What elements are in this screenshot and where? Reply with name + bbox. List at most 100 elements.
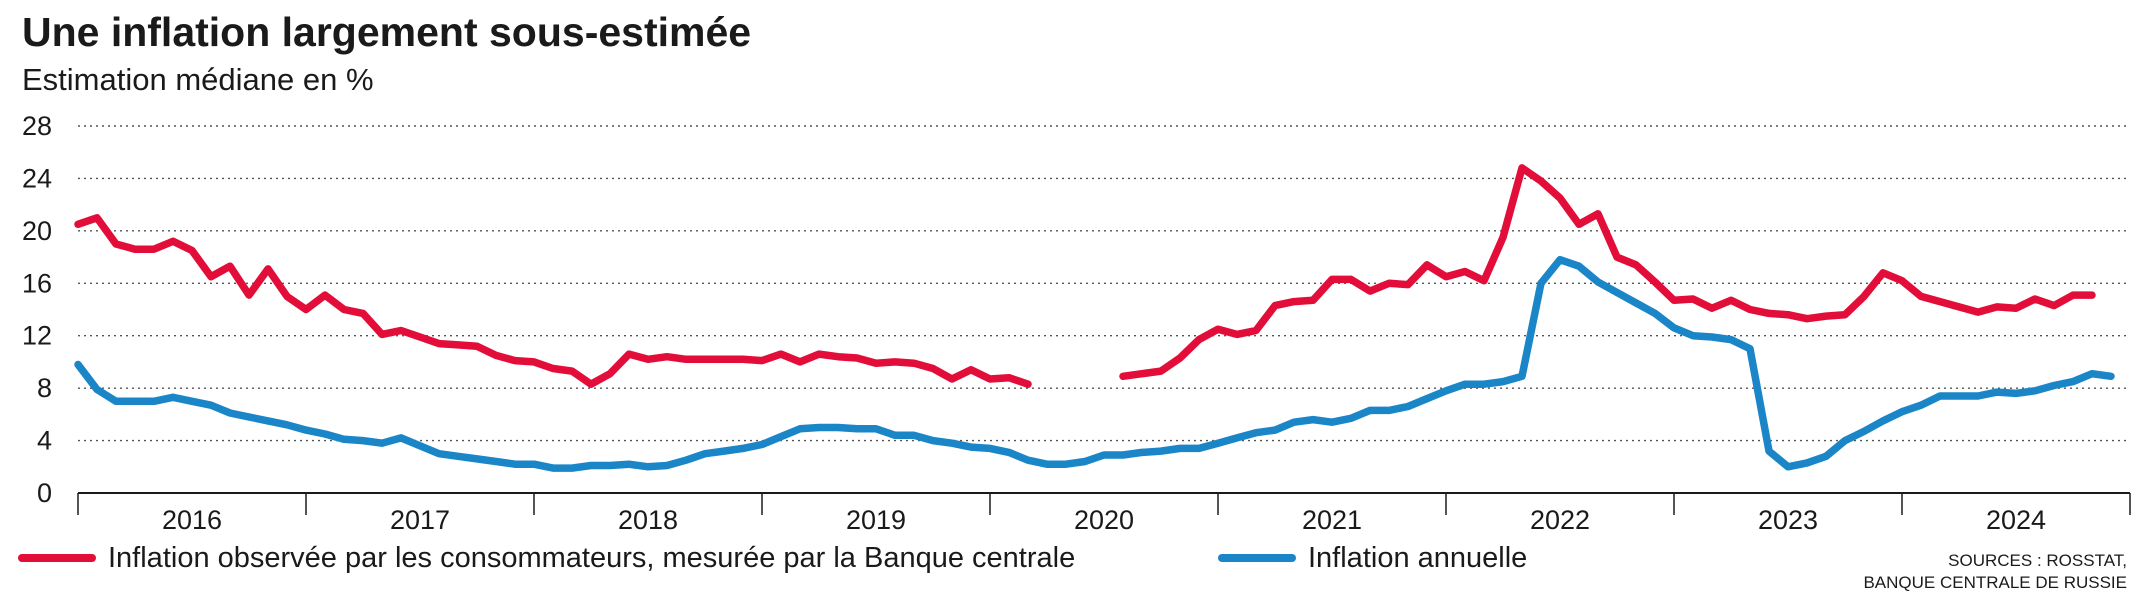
- source-note: SOURCES : ROSSTAT, BANQUE CENTRALE DE RU…: [1863, 551, 2127, 592]
- data-point: [608, 464, 612, 467]
- data-point: [1786, 465, 1790, 468]
- data-point: [817, 426, 821, 429]
- data-point: [1368, 289, 1372, 293]
- data-point: [1634, 301, 1638, 305]
- data-point: [1976, 394, 1980, 398]
- data-point: [760, 443, 764, 446]
- data-point: [456, 343, 460, 347]
- data-point: [1957, 305, 1961, 309]
- data-point: [95, 388, 99, 391]
- data-point: [2109, 375, 2113, 378]
- data-point: [988, 377, 992, 381]
- data-point: [114, 400, 118, 403]
- x-tick-label: 2016: [162, 505, 222, 535]
- data-point: [399, 329, 403, 332]
- data-point: [684, 459, 688, 462]
- data-point: [228, 265, 232, 268]
- data-point: [1330, 421, 1334, 424]
- data-point: [931, 367, 935, 370]
- data-point: [1425, 397, 1429, 400]
- data-point: [589, 383, 593, 386]
- data-point: [418, 444, 422, 447]
- data-point: [2033, 297, 2037, 301]
- data-point: [1805, 461, 1809, 465]
- data-point: [798, 427, 802, 430]
- data-point: [1026, 383, 1030, 386]
- legend-item-consumers: Inflation observée par les consommateurs…: [18, 542, 1075, 574]
- source-line-1: SOURCES : ROSSTAT,: [1948, 551, 2127, 570]
- data-point: [1900, 279, 1904, 282]
- series-layer: [74, 164, 2115, 472]
- data-point: [475, 457, 479, 461]
- data-point: [114, 242, 118, 246]
- data-point: [1406, 405, 1410, 408]
- data-point: [684, 358, 688, 361]
- y-axis: 0 4 8 12 16 20 24 28: [22, 111, 52, 508]
- data-point: [285, 423, 289, 426]
- data-point: [1083, 460, 1087, 463]
- data-point: [855, 427, 859, 430]
- data-point: [1178, 447, 1182, 450]
- data-point: [1007, 451, 1011, 454]
- data-point: [779, 435, 783, 438]
- data-point: [456, 455, 460, 458]
- data-point: [1482, 279, 1486, 282]
- y-tick-label: 0: [37, 478, 52, 508]
- data-point: [760, 359, 764, 362]
- data-point: [741, 358, 745, 361]
- data-point: [1938, 300, 1942, 303]
- data-point: [1729, 338, 1733, 341]
- data-point: [969, 368, 973, 371]
- data-point: [1881, 419, 1885, 423]
- data-point: [874, 427, 878, 430]
- data-point: [380, 333, 384, 336]
- data-point: [380, 442, 384, 445]
- data-point: [1007, 376, 1011, 379]
- series-path: [74, 255, 2115, 472]
- data-point: [1843, 439, 1847, 442]
- data-point: [589, 464, 593, 467]
- data-point: [475, 345, 479, 348]
- data-point: [931, 439, 935, 442]
- data-point: [228, 411, 232, 415]
- data-point: [494, 460, 498, 463]
- data-point: [2052, 384, 2056, 387]
- chart-subtitle: Estimation médiane en %: [22, 62, 374, 97]
- data-point: [266, 267, 270, 271]
- x-tick-label: 2021: [1302, 505, 1362, 535]
- data-point: [1824, 314, 1828, 318]
- data-point: [1520, 166, 1524, 170]
- data-point: [1957, 394, 1961, 398]
- legend-label-consumers: Inflation observée par les consommateurs…: [108, 542, 1075, 574]
- data-point: [798, 360, 802, 364]
- data-point: [513, 359, 517, 362]
- data-point: [1710, 307, 1714, 310]
- data-point: [1064, 463, 1068, 466]
- x-tick-label: 2022: [1530, 505, 1590, 535]
- data-point: [1672, 326, 1676, 330]
- data-point: [1919, 404, 1923, 407]
- data-point: [1159, 369, 1163, 373]
- y-tick-label: 16: [22, 268, 52, 298]
- data-point: [1368, 409, 1372, 412]
- x-tick-label: 2024: [1986, 505, 2046, 535]
- data-point: [1444, 275, 1448, 278]
- data-point: [76, 363, 80, 366]
- data-point: [950, 377, 954, 381]
- data-point: [95, 216, 99, 219]
- data-point: [741, 447, 745, 450]
- data-point: [361, 312, 365, 315]
- data-point: [171, 396, 175, 399]
- data-point: [1387, 282, 1391, 285]
- data-point: [855, 356, 859, 360]
- data-point: [437, 452, 441, 455]
- data-point: [1596, 280, 1600, 284]
- data-point: [836, 355, 840, 358]
- data-point: [950, 442, 954, 445]
- data-point: [1349, 278, 1353, 281]
- data-point: [1577, 223, 1581, 226]
- data-point: [1330, 278, 1334, 281]
- data-point: [703, 358, 707, 361]
- data-point: [836, 426, 840, 429]
- data-point: [2071, 380, 2075, 383]
